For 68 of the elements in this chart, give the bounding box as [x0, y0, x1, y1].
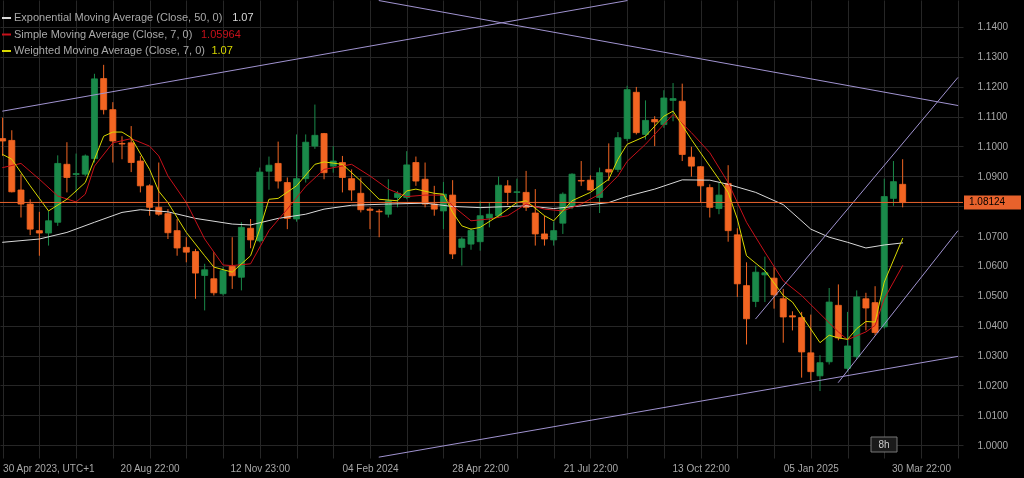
y-tick-label: 1.1400	[977, 21, 1009, 33]
x-tick-label: 28 Apr 22:00	[452, 462, 510, 474]
candlestick	[192, 248, 199, 300]
candlestick	[688, 146, 695, 178]
x-tick-label: 05 Jan 2025	[783, 462, 840, 474]
legend-label: Simple Moving Average (Close, 7, 0)	[14, 27, 193, 40]
candlestick	[458, 236, 466, 267]
candlestick	[642, 99, 649, 141]
y-tick-label: 1.1300	[977, 51, 1009, 63]
candlestick	[485, 202, 493, 228]
x-tick-label: 21 Jul 22:00	[563, 462, 619, 474]
candlestick	[274, 141, 282, 190]
candlestick	[182, 236, 190, 263]
annotation: 1.05964	[201, 27, 241, 40]
legend-label: Exponential Moving Average (Close, 50, 0)	[14, 11, 223, 23]
line-series	[2, 179, 904, 249]
candlestick	[789, 310, 796, 331]
candlestick	[541, 215, 548, 247]
y-tick-label: 1.1100	[977, 111, 1008, 123]
x-tick-label: 12 Nov 23:00	[230, 462, 291, 474]
candlestick	[63, 141, 71, 193]
candlestick	[45, 210, 52, 247]
candlestick	[890, 160, 897, 207]
x-tick-label: 30 Mar 22:00	[892, 462, 952, 474]
candlestick	[81, 153, 89, 177]
y-tick-label: 1.1000	[977, 140, 1009, 152]
candlestick	[210, 251, 218, 296]
candlestick	[0, 117, 7, 157]
candlestick	[127, 125, 135, 173]
y-tick-label: 1.0600	[977, 260, 1009, 272]
legend-label: Weighted Moving Average (Close, 7, 0)	[14, 44, 205, 56]
ref-line-label: 1.08124	[969, 196, 1006, 208]
candlestick	[577, 160, 585, 187]
y-tick-label: 1.0200	[977, 379, 1009, 391]
candlestick	[761, 256, 769, 303]
candlestick	[605, 142, 613, 182]
x-tick-label: 13 Oct 22:00	[672, 462, 731, 474]
candlestick	[651, 115, 659, 147]
candlestick	[311, 104, 319, 150]
y-tick-label: 1.0900	[977, 170, 1009, 182]
candlestick	[844, 311, 851, 373]
candlestick	[715, 182, 723, 215]
x-tick-label: 30 Apr 2023, UTC+1	[3, 462, 96, 474]
candlestick	[265, 156, 273, 191]
candlestick	[366, 206, 374, 230]
y-tick-label: 1.1200	[977, 81, 1009, 93]
candlestick	[513, 178, 521, 207]
candlestick	[247, 218, 255, 249]
y-tick-label: 1.0100	[977, 409, 1009, 421]
candlestick	[550, 221, 558, 247]
annotation: 8h	[878, 438, 890, 450]
candlestick	[807, 314, 815, 381]
y-tick-label: 1.0500	[977, 290, 1009, 302]
y-tick-label: 1.0300	[977, 350, 1009, 362]
candlestick	[816, 354, 824, 392]
candlestick	[118, 135, 126, 160]
y-tick-label: 1.0400	[977, 320, 1009, 332]
candlestick	[72, 153, 80, 193]
candlestick	[35, 211, 43, 257]
y-tick-label: 1.0000	[977, 439, 1009, 451]
annotation: 1.07	[211, 44, 233, 56]
y-tick-label: 1.0700	[977, 230, 1009, 242]
annotation: 1.07	[232, 11, 254, 23]
candlestick	[219, 266, 227, 296]
x-tick-label: 20 Aug 22:00	[120, 462, 180, 474]
x-tick-label: 04 Feb 2024	[342, 462, 399, 474]
candlestick	[201, 263, 209, 311]
candlestick	[779, 288, 787, 344]
